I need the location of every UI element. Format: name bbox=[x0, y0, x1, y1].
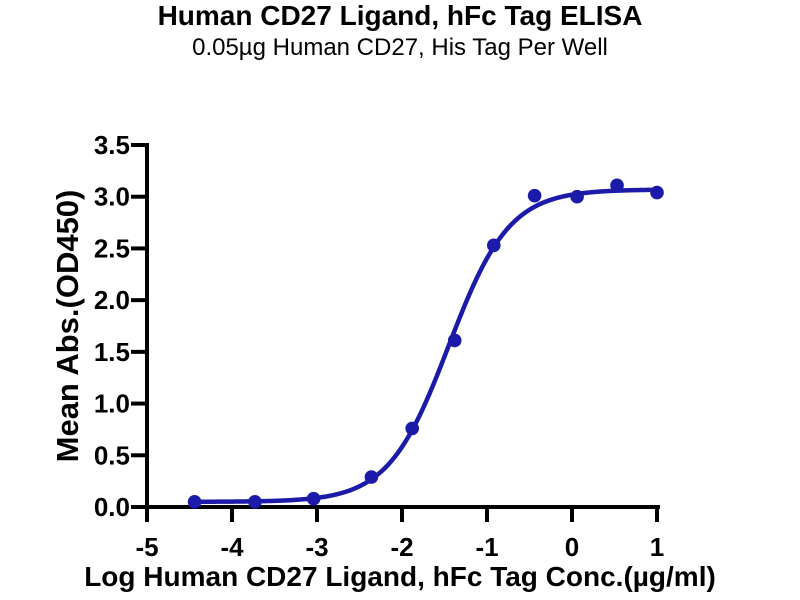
y-tick-label: 3.0 bbox=[94, 182, 130, 212]
x-axis-title: Log Human CD27 Ligand, hFc Tag Conc.(µg/… bbox=[84, 561, 716, 592]
x-tick-label: -2 bbox=[390, 532, 413, 562]
data-point bbox=[487, 238, 501, 253]
y-tick-label: 0.0 bbox=[94, 492, 130, 522]
data-point bbox=[306, 491, 321, 506]
data-point bbox=[248, 495, 262, 509]
y-tick-label: 2.5 bbox=[94, 233, 130, 263]
y-tick-label: 3.5 bbox=[94, 130, 130, 160]
x-tick-label: -3 bbox=[305, 532, 328, 562]
y-tick-label: 1.5 bbox=[94, 337, 130, 367]
data-point bbox=[187, 495, 202, 509]
y-tick-label: 1.0 bbox=[94, 389, 130, 419]
y-tick-label: 2.0 bbox=[94, 285, 130, 315]
chart-subtitle: 0.05µg Human CD27, His Tag Per Well bbox=[192, 34, 608, 61]
x-tick-label: 0 bbox=[565, 532, 579, 562]
data-point bbox=[527, 188, 542, 203]
chart-title: Human CD27 Ligand, hFc Tag ELISA bbox=[157, 0, 643, 31]
data-point bbox=[364, 470, 379, 484]
data-point bbox=[650, 185, 664, 200]
data-point bbox=[570, 189, 584, 204]
data-point bbox=[405, 421, 420, 436]
x-tick-label: 1 bbox=[650, 532, 664, 562]
data-point bbox=[447, 333, 462, 348]
x-tick-label: -1 bbox=[475, 532, 498, 562]
x-tick-label: -4 bbox=[220, 532, 244, 562]
fit-curve bbox=[192, 187, 660, 505]
data-point bbox=[610, 178, 624, 193]
x-tick-label: -5 bbox=[135, 532, 158, 562]
y-tick-label: 0.5 bbox=[94, 440, 130, 470]
